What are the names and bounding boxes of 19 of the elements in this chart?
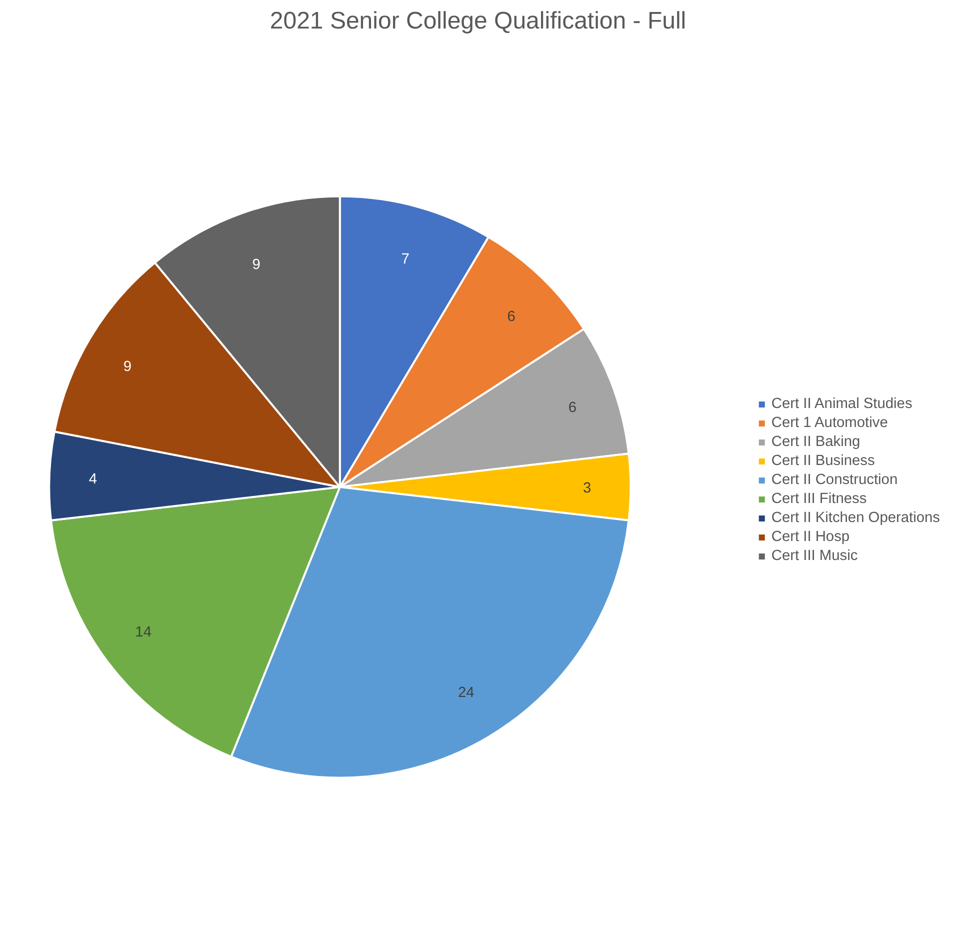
data-label: 3 xyxy=(582,480,592,496)
data-label: 7 xyxy=(401,251,410,268)
data-label: 14 xyxy=(135,624,152,641)
legend-label: Cert 1 Automotive xyxy=(771,414,888,430)
legend-label: Cert II Baking xyxy=(771,434,860,450)
legend-label: Cert II Construction xyxy=(771,472,898,488)
data-label: 9 xyxy=(252,256,260,273)
legend-label: Cert II Hosp xyxy=(771,528,850,544)
data-label: 4 xyxy=(88,471,97,488)
legend-label: Cert III Music xyxy=(771,548,858,564)
data-label: 9 xyxy=(123,359,132,376)
data-label: 6 xyxy=(568,400,577,416)
data-label: 24 xyxy=(458,684,474,701)
legend-label: Cert III Fitness xyxy=(771,490,867,506)
data-label: 6 xyxy=(507,309,516,326)
legend-label: Cert II Business xyxy=(771,452,875,468)
chart-title: 2021 Senior College Qualification - Full xyxy=(270,8,686,34)
legend-label: Cert II Kitchen Operations xyxy=(771,510,940,526)
legend-label: Cert II Animal Studies xyxy=(771,396,912,412)
